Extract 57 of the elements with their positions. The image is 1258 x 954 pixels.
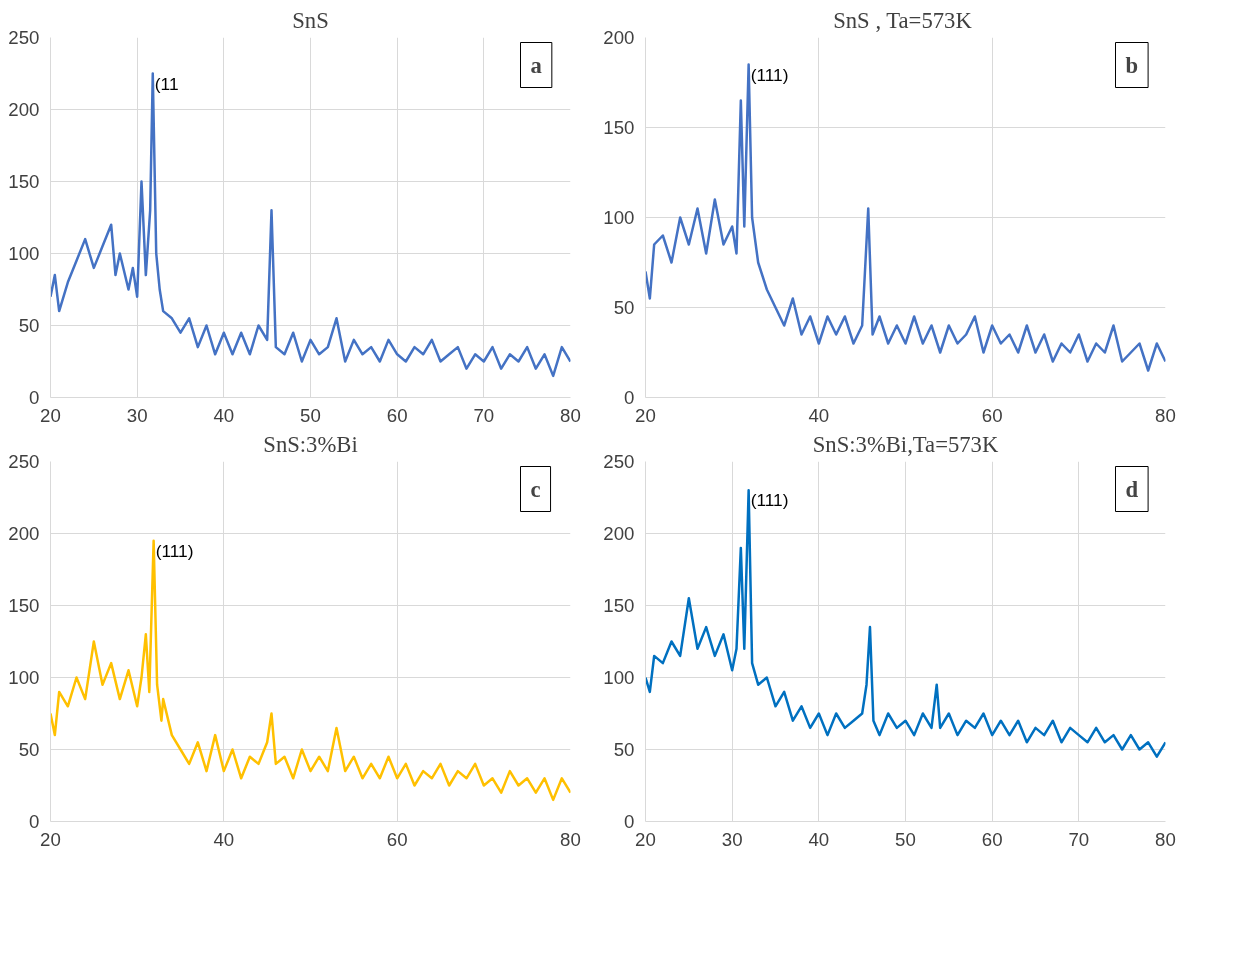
chart-title: SnS , Ta=573K	[833, 7, 973, 33]
x-tick-label: 30	[721, 828, 743, 850]
y-tick-label: 200	[603, 27, 635, 48]
y-tick-label: 150	[603, 117, 635, 138]
y-tick-label: 250	[8, 27, 40, 48]
x-tick-label: 30	[126, 404, 148, 426]
annotation: (111)	[750, 490, 789, 511]
y-tick-label: 50	[613, 297, 635, 318]
annotation: b	[1125, 52, 1139, 78]
y-tick-label: 150	[603, 595, 635, 616]
y-tick-label: 50	[18, 315, 40, 336]
y-tick-label: 250	[603, 451, 635, 472]
y-tick-label: 100	[8, 667, 40, 688]
x-tick-label: 20	[635, 828, 656, 850]
y-tick-label: 100	[603, 667, 635, 688]
y-tick-label: 250	[8, 451, 40, 472]
x-tick-label: 20	[635, 404, 656, 426]
y-tick-label: 150	[8, 595, 40, 616]
x-tick-label: 40	[213, 404, 235, 426]
y-tick-label: 0	[624, 811, 635, 832]
x-tick-label: 50	[300, 404, 321, 426]
annotation: (111)	[750, 64, 789, 85]
y-tick-label: 50	[18, 739, 40, 760]
annotation: c	[530, 476, 541, 502]
chart-title: SnS:3%Bi,Ta=573K	[812, 431, 999, 457]
y-tick-label: 50	[613, 739, 635, 760]
y-tick-label: 0	[624, 387, 635, 408]
x-tick-label: 60	[981, 404, 1003, 426]
x-tick-label: 70	[1068, 828, 1090, 850]
x-tick-label: 50	[895, 828, 916, 850]
chart-title: SnS:3%Bi	[263, 431, 358, 457]
x-tick-label: 70	[473, 404, 495, 426]
x-tick-label: 40	[213, 828, 235, 850]
annotation: (11	[154, 73, 179, 94]
annotation: (111)	[155, 540, 194, 561]
x-tick-label: 80	[560, 828, 581, 850]
x-tick-label: 80	[560, 404, 581, 426]
y-tick-label: 200	[8, 523, 40, 544]
annotation: a	[530, 52, 542, 78]
y-tick-label: 100	[603, 207, 635, 228]
y-tick-label: 200	[8, 99, 40, 120]
y-tick-label: 100	[8, 243, 40, 264]
y-tick-label: 150	[8, 171, 40, 192]
chart-title: SnS	[292, 7, 329, 33]
y-tick-label: 0	[29, 387, 40, 408]
y-tick-label: 0	[29, 811, 40, 832]
x-tick-label: 40	[808, 828, 830, 850]
x-tick-label: 60	[981, 828, 1003, 850]
x-tick-label: 60	[386, 404, 408, 426]
x-tick-label: 20	[40, 828, 61, 850]
x-tick-label: 80	[1155, 828, 1176, 850]
x-tick-label: 60	[386, 828, 408, 850]
annotation: d	[1125, 476, 1139, 502]
y-tick-label: 200	[603, 523, 635, 544]
x-tick-label: 40	[808, 404, 830, 426]
x-tick-label: 80	[1155, 404, 1176, 426]
x-tick-label: 20	[40, 404, 61, 426]
